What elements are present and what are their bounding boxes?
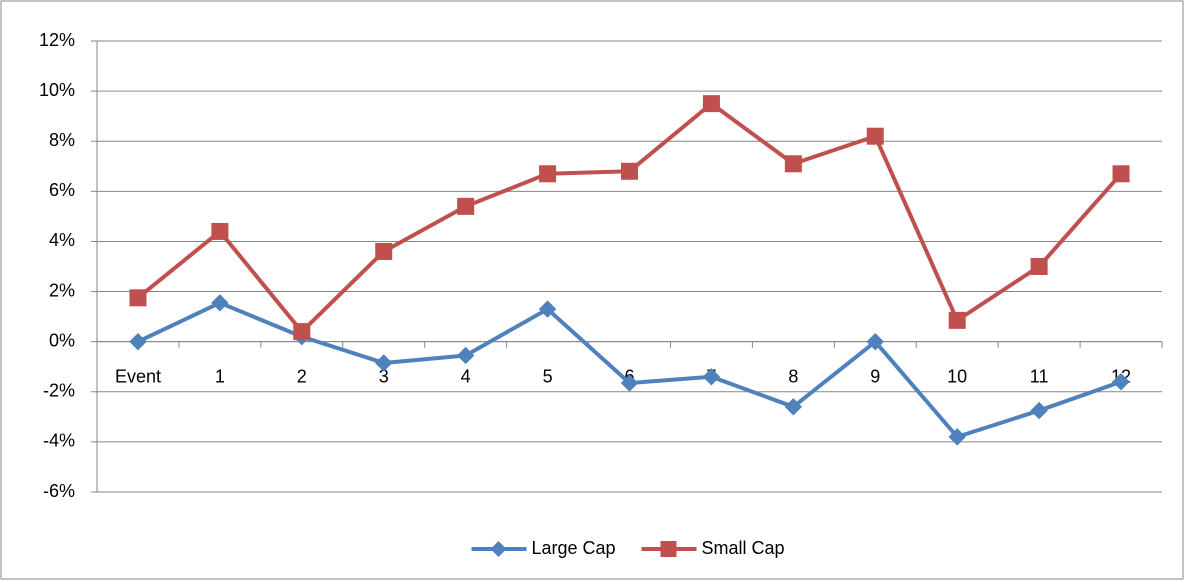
point-marker: [1030, 258, 1048, 275]
legend-label: Small Cap: [702, 538, 785, 558]
point-marker: [621, 162, 638, 180]
y-tick-label: 10%: [39, 80, 75, 100]
point-marker: [129, 332, 147, 351]
x-tick-label: 8: [788, 366, 798, 386]
legend-marker: [660, 541, 677, 557]
point-marker: [538, 300, 557, 318]
point-marker: [866, 127, 884, 145]
x-tick-label: 2: [297, 366, 307, 386]
legend-marker: [490, 541, 507, 557]
x-tick-label: 3: [379, 366, 389, 386]
point-marker: [948, 311, 966, 329]
point-marker: [211, 222, 229, 240]
y-tick-label: -4%: [43, 431, 75, 451]
point-marker: [702, 368, 721, 386]
legend-label: Large Cap: [532, 538, 616, 558]
x-tick-label: 5: [543, 366, 553, 386]
x-tick-label: 10: [947, 366, 967, 386]
point-marker: [948, 428, 966, 446]
point-marker: [539, 165, 557, 183]
point-marker: [866, 332, 884, 351]
point-marker: [1030, 401, 1048, 420]
point-marker: [293, 323, 311, 341]
y-tick-label: 0%: [49, 330, 75, 350]
point-marker: [784, 398, 803, 416]
point-marker: [211, 294, 229, 312]
point-marker: [1112, 373, 1130, 391]
y-tick-label: -2%: [43, 381, 75, 401]
x-tick-label: 11: [1030, 366, 1049, 386]
x-tick-label: Event: [115, 366, 161, 386]
point-marker: [702, 95, 720, 113]
x-tick-label: 1: [215, 366, 225, 386]
y-tick-label: 6%: [49, 180, 75, 200]
y-tick-label: -6%: [43, 481, 75, 501]
y-tick-label: 4%: [49, 230, 75, 250]
point-marker: [456, 346, 475, 365]
point-marker: [784, 155, 802, 173]
y-tick-label: 12%: [39, 30, 75, 50]
y-tick-label: 2%: [49, 280, 75, 300]
point-marker: [375, 354, 393, 372]
y-tick-label: 8%: [49, 130, 75, 150]
point-marker: [457, 197, 475, 215]
point-marker: [129, 289, 147, 307]
x-tick-label: 9: [870, 366, 880, 386]
point-marker: [375, 242, 393, 260]
point-marker: [1112, 165, 1130, 183]
x-tick-label: 4: [461, 366, 471, 386]
point-marker: [620, 374, 639, 392]
